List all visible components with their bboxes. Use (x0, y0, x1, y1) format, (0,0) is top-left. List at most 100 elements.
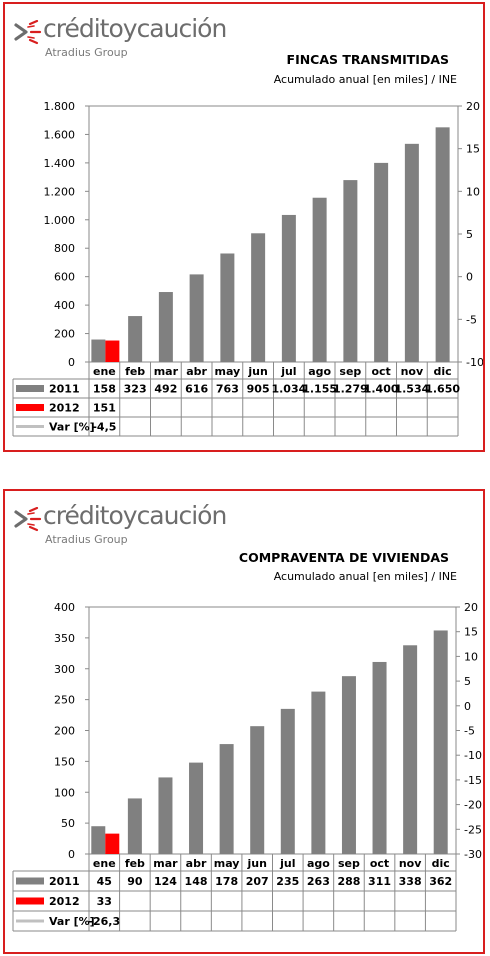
y2-tick-label: -20 (464, 799, 482, 812)
y-tick-label: 200 (54, 328, 75, 341)
data-label: 235 (276, 875, 299, 888)
y-tick-label: 1.000 (44, 214, 76, 227)
data-label: 616 (185, 383, 208, 396)
data-label: 763 (216, 383, 239, 396)
y2-tick-label: 20 (466, 100, 480, 113)
y-tick-label: 350 (54, 632, 75, 645)
data-label: 492 (154, 383, 177, 396)
y2-tick-label: 10 (464, 650, 478, 663)
chart-panel-compraventa: créditoycaución Atradius Group COMPRAVEN… (3, 489, 485, 954)
data-label: 311 (368, 875, 391, 888)
bar-2011 (127, 798, 142, 854)
x-tick-label: mar (154, 365, 179, 378)
x-tick-label: may (215, 365, 241, 378)
bar-2011 (220, 253, 235, 362)
data-label: 148 (185, 875, 208, 888)
bar-chart-fincas: 02004006008001.0001.2001.4001.6001.800-1… (12, 100, 483, 437)
data-label: 90 (127, 875, 143, 888)
y-tick-label: 150 (54, 755, 75, 768)
y-tick-label: 1.800 (44, 100, 76, 113)
bar-2011 (280, 708, 295, 854)
legend-swatch (16, 897, 44, 905)
legend-label: 2011 (49, 383, 80, 396)
x-tick-label: oct (370, 857, 389, 870)
bar-2011 (219, 744, 234, 854)
legend-label: Var [%] (49, 421, 95, 434)
y-tick-label: 250 (54, 694, 75, 707)
y-tick-label: 1.400 (44, 157, 76, 170)
bar-2011 (128, 316, 143, 362)
bar-2011 (251, 233, 266, 362)
x-tick-label: oct (371, 365, 390, 378)
brand-group: Atradius Group (45, 533, 128, 546)
y-tick-label: 200 (54, 725, 75, 738)
x-tick-label: sep (339, 365, 361, 378)
y-tick-label: 100 (54, 786, 75, 799)
data-label: 45 (97, 875, 112, 888)
bar-2012 (105, 340, 120, 362)
chart-panel-fincas: créditoycaución Atradius Group FINCAS TR… (3, 2, 485, 452)
x-tick-label: jul (280, 365, 296, 378)
y2-tick-label: 10 (466, 185, 480, 198)
bar-2011 (158, 292, 173, 362)
y2-tick-label: -30 (464, 848, 482, 861)
y-tick-label: 400 (54, 601, 75, 614)
chart-subtitle: Acumulado anual [en miles] / INE (273, 73, 457, 86)
data-label: -26,3 (88, 915, 120, 928)
legend-swatch (16, 385, 44, 392)
data-label: 1.400 (364, 383, 399, 396)
x-tick-label: feb (125, 857, 145, 870)
data-label: 263 (307, 875, 330, 888)
bar-2011 (311, 691, 326, 854)
y2-tick-label: 15 (466, 143, 480, 156)
data-label: 1.534 (394, 383, 429, 396)
x-tick-label: mar (153, 857, 178, 870)
data-label: 207 (246, 875, 269, 888)
y2-tick-label: 5 (466, 228, 473, 241)
chart-subtitle: Acumulado anual [en miles] / INE (273, 570, 457, 583)
x-tick-label: abr (186, 365, 207, 378)
bar-2011 (403, 645, 418, 854)
data-label: 362 (429, 875, 452, 888)
data-label: 124 (154, 875, 177, 888)
bar-2011 (189, 274, 204, 362)
y2-tick-label: 5 (464, 675, 471, 688)
bar-2011 (189, 762, 204, 854)
bar-2011 (372, 661, 387, 854)
y2-tick-label: -10 (466, 356, 483, 369)
legend-label: 2012 (49, 895, 80, 908)
y2-tick-label: -5 (464, 725, 475, 738)
bar-2011 (158, 777, 173, 854)
brand-group: Atradius Group (45, 46, 128, 59)
legend-label: 2011 (49, 875, 80, 888)
data-label: 288 (337, 875, 360, 888)
bar-2011 (433, 630, 448, 854)
bar-2012 (105, 833, 120, 854)
y-tick-label: 1.200 (44, 185, 76, 198)
data-label: 1.650 (425, 383, 460, 396)
bar-2011 (312, 197, 327, 362)
x-tick-label: jun (246, 857, 266, 870)
plot-area (88, 606, 457, 855)
legend-swatch (16, 425, 44, 428)
chart-title: COMPRAVENTA DE VIVIENDAS (238, 550, 449, 565)
bar-2011 (404, 143, 419, 362)
data-label: 158 (93, 383, 116, 396)
data-label: 1.155 (302, 383, 337, 396)
data-label: 1.279 (333, 383, 368, 396)
y2-tick-label: 20 (464, 601, 478, 614)
data-label: 323 (124, 383, 147, 396)
bar-chart-compraventa: 050100150200250300350400-30-25-20-15-10-… (12, 601, 482, 932)
x-tick-label: abr (186, 857, 207, 870)
x-tick-label: ago (308, 365, 331, 378)
y-tick-label: 600 (54, 271, 75, 284)
y2-tick-label: -10 (464, 749, 482, 762)
x-tick-label: nov (401, 365, 424, 378)
legend-swatch (16, 919, 44, 923)
x-tick-label: dic (434, 365, 452, 378)
x-tick-label: ene (93, 365, 116, 378)
x-tick-label: ene (93, 857, 116, 870)
bar-2011 (91, 339, 106, 362)
brand-name: créditoycaución (43, 14, 227, 43)
chart-title: FINCAS TRANSMITIDAS (286, 52, 449, 67)
